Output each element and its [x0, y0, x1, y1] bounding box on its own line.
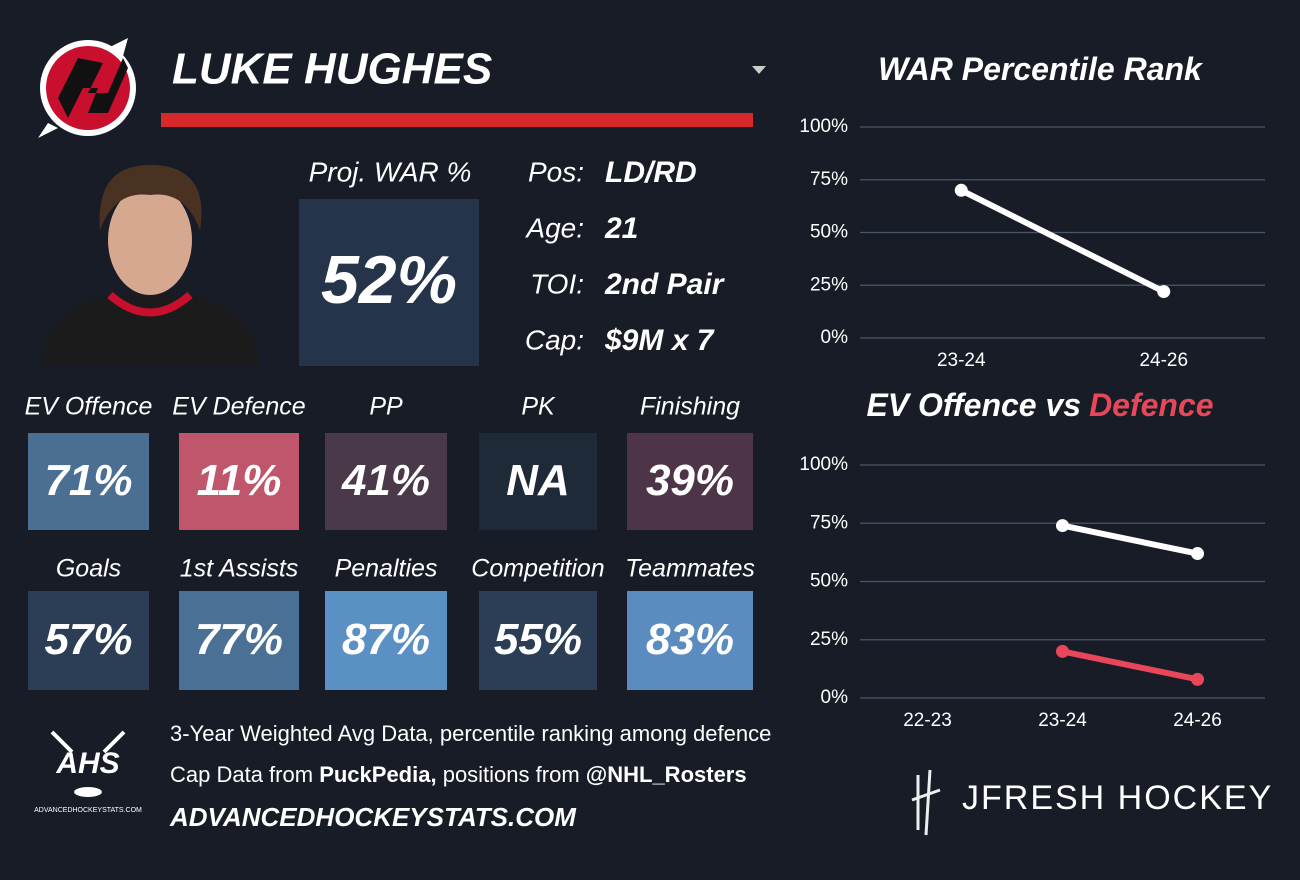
- tile-label: Finishing: [640, 393, 740, 421]
- footer-link: @NHL_Rosters: [586, 762, 747, 787]
- x-tick-label: 24-26: [1173, 710, 1222, 731]
- x-tick-label: 23-24: [937, 350, 986, 371]
- x-tick-label: 23-24: [1038, 710, 1087, 731]
- tile-value: 57%: [44, 615, 132, 664]
- data-point: [1056, 644, 1069, 658]
- y-tick-label: 0%: [821, 327, 849, 348]
- footer-site: ADVANCEDHOCKEYSTATS.COM: [169, 802, 577, 832]
- ahs-logo: [50, 730, 126, 797]
- tile-label: EV Defence: [172, 393, 305, 421]
- ahs-small: ADVANCEDHOCKEYSTATS.COM: [34, 807, 142, 814]
- y-tick-label: 50%: [810, 571, 848, 592]
- info-value: 21: [604, 212, 638, 245]
- tile-value: NA: [506, 456, 570, 505]
- info-label: Pos:: [528, 156, 584, 187]
- tile-label: 1st Assists: [180, 555, 299, 583]
- footer-text: positions from: [443, 762, 580, 787]
- tile-value: 83%: [646, 615, 734, 664]
- name-underline: [161, 113, 753, 127]
- series-line: [1059, 648, 1201, 683]
- brand-icon: [911, 769, 941, 836]
- tile-value: 41%: [341, 456, 430, 505]
- tile: [179, 591, 299, 690]
- tile-label: Competition: [471, 555, 604, 583]
- data-point: [1157, 285, 1171, 299]
- chart-title: EV Offence vs Defence: [866, 387, 1213, 423]
- tile-value: 55%: [494, 615, 582, 664]
- player-photo: [38, 160, 260, 366]
- data-point: [1056, 519, 1069, 533]
- footer-line2: Cap Data from PuckPedia, positions from …: [170, 762, 747, 787]
- tile-value: 39%: [646, 456, 734, 505]
- tile: [627, 591, 753, 690]
- proj-label: Proj. WAR %: [309, 156, 472, 187]
- info-label: Cap:: [525, 324, 584, 355]
- title-part: WAR Percentile Rank: [878, 51, 1204, 87]
- proj-value: 52%: [321, 242, 457, 318]
- x-tick-label: 24-26: [1139, 350, 1188, 371]
- tile-value: 87%: [342, 615, 430, 664]
- data-point: [1191, 672, 1204, 686]
- x-tick-label: 22-23: [903, 710, 952, 731]
- title-part: EV Offence vs: [866, 387, 1081, 423]
- y-tick-label: 25%: [810, 629, 848, 650]
- info-value: $9M x 7: [604, 324, 715, 357]
- info-label: Age:: [524, 212, 584, 243]
- series-line: [1059, 522, 1201, 557]
- tile: [28, 591, 149, 690]
- series-line: [958, 187, 1167, 295]
- tile-label: PP: [369, 393, 403, 421]
- brand-name: JFRESH HOCKEY: [962, 779, 1273, 817]
- tile-value: 11%: [197, 456, 282, 505]
- proj-box: [299, 199, 479, 366]
- footer-line1: 3-Year Weighted Avg Data, percentile ran…: [170, 721, 771, 746]
- y-tick-label: 100%: [799, 454, 848, 475]
- y-tick-label: 75%: [810, 169, 848, 190]
- chart-title: WAR Percentile Rank: [878, 51, 1204, 87]
- player-name: LUKE HUGHES: [172, 45, 492, 94]
- tile-label: EV Offence: [25, 393, 153, 421]
- info-value: 2nd Pair: [604, 268, 726, 301]
- y-tick-label: 50%: [810, 222, 848, 243]
- y-tick-label: 25%: [810, 274, 848, 295]
- tile: [479, 591, 597, 690]
- tile: [479, 433, 597, 530]
- y-tick-label: 0%: [821, 687, 849, 708]
- data-point: [954, 183, 968, 197]
- tile-label: Penalties: [335, 555, 438, 583]
- y-tick-label: 75%: [810, 512, 848, 533]
- footer-text: Cap Data from: [170, 762, 313, 787]
- title-part: Defence: [1089, 387, 1214, 423]
- info-value: LD/RD: [605, 156, 697, 189]
- footer-link: PuckPedia,: [319, 762, 436, 787]
- dropdown-arrow[interactable]: [752, 66, 766, 74]
- ahs-text: AHS: [55, 747, 119, 780]
- tile-label: PK: [521, 393, 556, 421]
- tile: [179, 433, 299, 530]
- tile-value: 77%: [195, 615, 283, 664]
- data-point: [1191, 547, 1204, 561]
- tile-label: Teammates: [625, 555, 755, 583]
- team-logo: [38, 38, 136, 138]
- tile: [627, 433, 753, 530]
- tile: [325, 433, 447, 530]
- y-tick-label: 100%: [799, 116, 848, 137]
- tile-label: Goals: [56, 555, 121, 583]
- info-label: TOI:: [530, 268, 584, 299]
- tile: [325, 591, 447, 690]
- tile-value: 71%: [44, 456, 132, 505]
- tile: [28, 433, 149, 530]
